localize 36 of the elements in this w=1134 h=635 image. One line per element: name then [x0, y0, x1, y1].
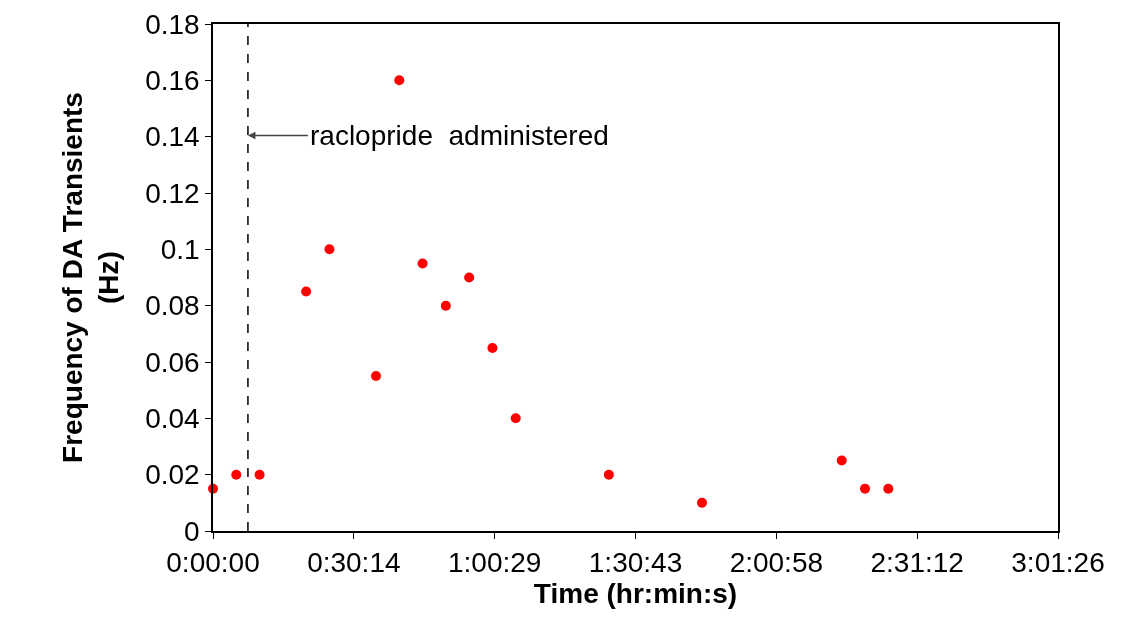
x-tick-label: 0:00:00 [166, 547, 260, 579]
x-tick-label: 1:30:43 [588, 547, 683, 579]
x-tick-label: 2:31:12 [870, 547, 964, 579]
x-tick-label: 0:30:14 [307, 547, 401, 579]
y-tick-label: 0.1 [160, 234, 200, 266]
x-tick-label: 1:00:29 [447, 547, 542, 579]
point [417, 258, 428, 269]
x-tick-label: 2:00:58 [729, 547, 824, 579]
ref-line-label: raclopride administered [310, 120, 609, 151]
point [487, 342, 498, 353]
x-axis-title: Time (hr:min:s) [533, 578, 738, 610]
point [231, 469, 242, 480]
y-tick-label: 0.02 [145, 459, 200, 491]
y-tick-label: 0 [184, 515, 200, 547]
y-tick-label: 0.18 [145, 8, 200, 40]
point [324, 244, 335, 255]
y-tick-label: 0.08 [145, 290, 200, 322]
point [301, 286, 312, 297]
point [394, 75, 405, 86]
point [603, 469, 614, 480]
y-tick-label: 0.14 [145, 121, 200, 153]
point [464, 272, 475, 283]
point [697, 497, 707, 508]
y-tick-label: 0.06 [145, 346, 200, 378]
y-tick-label: 0.12 [145, 177, 200, 209]
point [883, 483, 894, 494]
point [510, 413, 521, 424]
x-tick-label: 3:01:26 [1011, 547, 1105, 579]
y-tick-label: 0.16 [145, 65, 200, 97]
point [440, 300, 451, 311]
y-tick-label: 0.04 [145, 403, 200, 435]
y-axis-title: Frequency of DA Transients (Hz) [56, 92, 125, 463]
point [254, 469, 265, 480]
point [370, 371, 381, 382]
point [860, 483, 870, 494]
point [836, 455, 847, 466]
